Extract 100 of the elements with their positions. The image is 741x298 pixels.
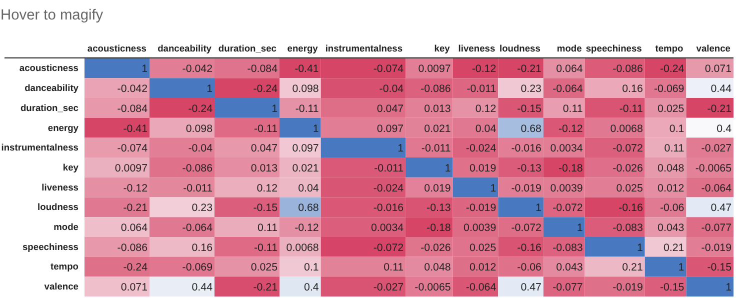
data-label: -0.15 [660, 282, 684, 294]
data-label: -0.011 [421, 142, 451, 155]
data-label: 0.043 [658, 222, 684, 234]
data-label: 0.048 [424, 262, 451, 274]
data-label: 0.23 [520, 83, 542, 96]
x-tick-label: instrumentalness [325, 43, 403, 54]
data-label: 0.68 [520, 122, 542, 135]
data-label: 0.16 [192, 242, 213, 254]
x-tick-label: key [434, 43, 451, 54]
data-label: -0.064 [701, 182, 732, 194]
data-label: -0.086 [117, 242, 148, 254]
data-label: 1 [398, 142, 404, 155]
data-label: -0.026 [612, 162, 643, 174]
data-label: 1 [726, 282, 732, 294]
data-label: -0.083 [612, 222, 643, 234]
data-label: 0.047 [250, 142, 278, 155]
data-label: 0.16 [622, 83, 643, 96]
data-label: -0.18 [426, 222, 451, 234]
data-label: 0.44 [710, 83, 732, 96]
data-label: 0.012 [658, 182, 684, 194]
data-label: -0.15 [253, 202, 278, 214]
data-label: 0.043 [556, 262, 583, 274]
data-label: -0.016 [373, 202, 404, 214]
x-tick-label: mode [556, 43, 582, 54]
data-label: 0.0034 [370, 222, 404, 234]
data-label: 1 [312, 122, 319, 135]
data-label: -0.16 [517, 242, 542, 254]
data-label: 1 [272, 102, 278, 115]
data-label: 0.11 [384, 262, 404, 274]
y-tick-label: mode [54, 222, 79, 232]
data-label: -0.15 [707, 262, 732, 274]
data-label: -0.064 [182, 222, 213, 234]
data-label: 0.071 [120, 282, 148, 294]
data-label: -0.072 [373, 242, 404, 254]
data-label: 0.025 [469, 242, 496, 254]
data-label: -0.086 [612, 63, 643, 76]
data-label: -0.11 [254, 242, 278, 254]
data-label: 0.097 [376, 122, 404, 135]
data-label: -0.15 [517, 102, 542, 115]
y-tick-label: speechiness [22, 242, 79, 252]
x-tick-label: tempo [655, 43, 684, 54]
data-label: 0.44 [192, 282, 213, 294]
data-label: 0.097 [292, 142, 319, 155]
data-label: -0.026 [420, 242, 451, 254]
data-label: -0.13 [517, 162, 542, 174]
data-label: -0.064 [466, 282, 496, 294]
x-tick-label: liveness [458, 43, 496, 54]
data-label: 0.4 [716, 122, 732, 135]
data-label: -0.18 [558, 162, 583, 174]
data-label: 0.064 [120, 222, 148, 234]
y-tick-label: key [62, 162, 80, 172]
data-label: -0.12 [558, 122, 583, 135]
data-label: 0.68 [298, 202, 319, 214]
data-label: 0.0097 [418, 63, 451, 76]
data-label: -0.024 [466, 142, 496, 155]
data-label: -0.21 [253, 282, 278, 294]
y-tick-label: energy [48, 122, 80, 133]
data-label: -0.13 [426, 202, 451, 214]
data-label: -0.027 [373, 282, 404, 294]
data-label: -0.019 [612, 282, 643, 294]
data-label: -0.21 [517, 63, 542, 76]
data-label: -0.04 [379, 83, 404, 96]
data-label: 0.1 [304, 262, 319, 274]
y-tick-label: tempo [50, 262, 79, 272]
y-tick-label: valence [44, 282, 79, 292]
x-tick-label: danceability [158, 43, 212, 54]
data-label: 0.025 [616, 182, 643, 194]
data-label: -0.084 [247, 63, 278, 76]
y-tick-label: duration_sec [20, 102, 79, 113]
data-label: -0.16 [618, 202, 643, 214]
data-label: -0.41 [294, 63, 319, 76]
y-tick-label: instrumentalness [1, 142, 79, 153]
data-label: 0.12 [475, 102, 496, 115]
data-label: 0.019 [469, 162, 496, 174]
data-label: -0.042 [182, 63, 213, 76]
data-label: 0.11 [258, 222, 278, 234]
data-label: 0.04 [298, 182, 319, 194]
data-label: 0.047 [376, 102, 404, 115]
data-label: 0.0039 [550, 182, 583, 194]
data-label: -0.042 [117, 83, 148, 96]
data-label: -0.24 [188, 102, 213, 115]
x-tick-label: valence [696, 43, 731, 54]
data-label: 0.025 [658, 102, 684, 115]
data-label: -0.011 [374, 162, 404, 174]
data-label: 0.0068 [610, 122, 643, 135]
data-label: -0.0065 [414, 282, 451, 294]
data-label: -0.077 [701, 222, 732, 234]
data-label: 0.0097 [114, 162, 148, 174]
data-label: 0.0068 [286, 242, 319, 254]
data-label: -0.019 [466, 202, 496, 214]
data-label: -0.074 [117, 142, 148, 155]
data-label: -0.072 [552, 202, 583, 214]
data-label: -0.011 [183, 182, 213, 194]
data-label: -0.21 [707, 102, 732, 115]
data-label: 0.025 [250, 262, 278, 274]
data-label: -0.41 [123, 122, 148, 135]
data-label: -0.11 [295, 102, 319, 115]
data-label: -0.024 [373, 182, 404, 194]
chart-title: Hover to magify [0, 8, 104, 24]
data-label: 0.048 [658, 162, 684, 174]
